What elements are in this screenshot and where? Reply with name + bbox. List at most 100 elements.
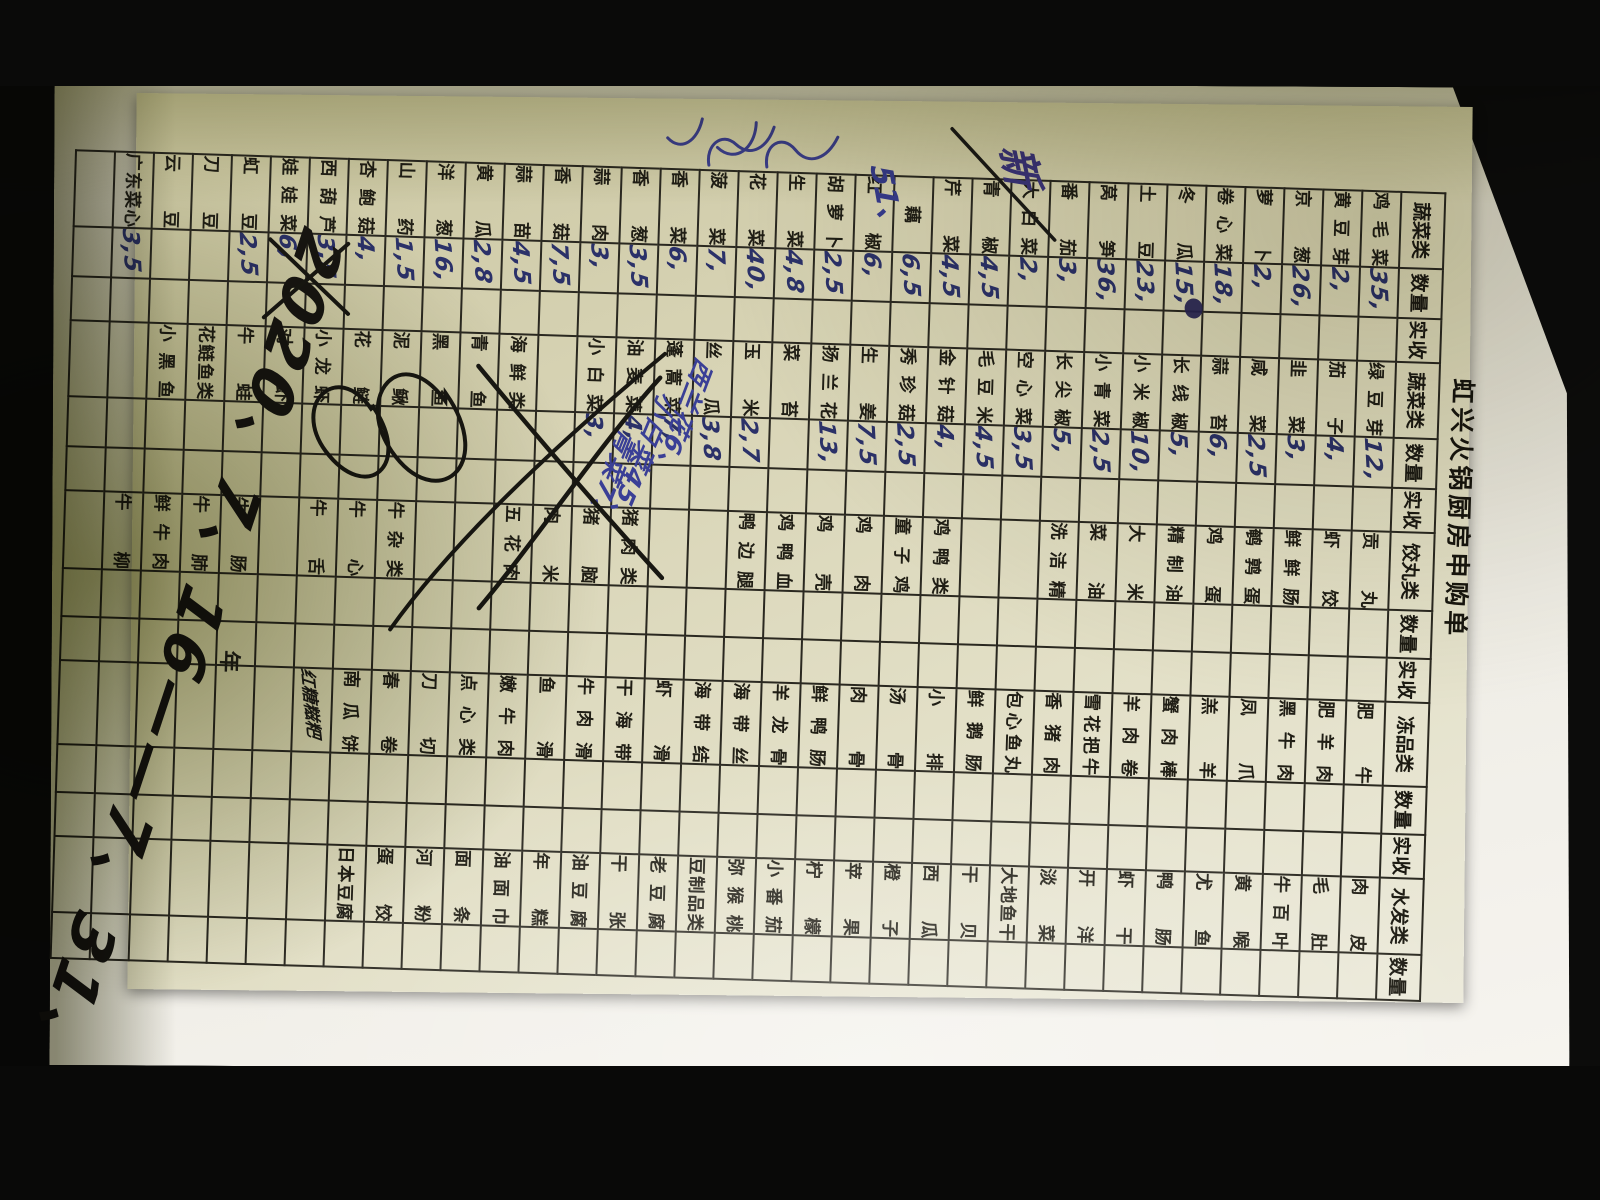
item-cell: 牛杂类 <box>374 499 417 580</box>
received-cell <box>639 810 680 856</box>
item-cell: 虹豆 <box>229 155 271 233</box>
quantity-cell <box>1220 948 1261 996</box>
received-cell <box>1195 481 1237 527</box>
item-label: 蒜苔 <box>1206 356 1230 432</box>
quantity-value: 3, <box>580 412 608 443</box>
item-cell: 刀豆 <box>190 153 232 232</box>
item-label: 绿豆芽 <box>1362 361 1386 437</box>
received-cell <box>922 473 964 519</box>
received-cell <box>538 290 579 337</box>
quantity-cell <box>211 748 253 799</box>
received-cell <box>951 820 992 866</box>
quantity-value: 16, <box>429 237 458 285</box>
item-label: 虾饺 <box>1318 530 1341 608</box>
quantity-cell: 40, <box>734 247 776 299</box>
quantity-cell <box>150 228 191 280</box>
quantity-cell <box>534 410 576 463</box>
item-label: 生姜 <box>855 345 879 421</box>
item-label: 秀珍菇 <box>894 347 918 422</box>
quantity-cell <box>1181 947 1222 995</box>
quantity-cell <box>796 767 837 817</box>
item-label: 肥牛 <box>1351 701 1375 785</box>
ink-blot <box>1184 298 1203 319</box>
quantity-cell <box>679 763 721 813</box>
received-cell <box>109 277 151 323</box>
item-label: 嫩牛肉 <box>494 674 517 758</box>
received-cell <box>405 802 446 849</box>
item-cell: 香猪肉 <box>1031 690 1074 776</box>
column-header: 实收 <box>1385 657 1431 704</box>
received-cell <box>1346 656 1387 702</box>
item-label: 牛百叶 <box>1268 875 1291 950</box>
purchase-form-document: 虹兴火锅厨房申购单 蔬菜类 数量 实收 蔬菜类 数量 实收 饺丸类 数量 实收 冻品类 数量 实收 水发… <box>14 98 1500 1089</box>
item-cell: 鲜鹅肠 <box>953 688 996 774</box>
item-cell: 干张 <box>597 853 640 931</box>
item-cell: 日本豆腐 <box>324 844 367 922</box>
item-cell: 韭菜 <box>1276 358 1319 436</box>
quantity-value: 4,5 <box>974 254 1004 302</box>
item-cell: 海鲜类 <box>497 333 539 411</box>
item-label: 鸡壳 <box>811 514 834 592</box>
quantity-cell <box>401 922 442 971</box>
item-label: 老豆腐 <box>644 855 668 931</box>
received-cell <box>70 276 112 322</box>
received-cell <box>1156 480 1198 526</box>
received-cell <box>805 469 847 515</box>
item-cell: 牛心 <box>335 498 378 578</box>
received-cell <box>566 631 608 678</box>
item-label: 鲜牛肉 <box>148 493 172 571</box>
quantity-cell <box>66 396 108 448</box>
item-cell: 开洋 <box>1065 867 1107 945</box>
item-cell: 干贝 <box>948 864 991 942</box>
item-label: 广东菜心 <box>120 152 143 228</box>
item-label: 香菇 <box>549 166 572 241</box>
item-label: 鲜鲜肠 <box>1279 529 1302 606</box>
item-cell: 点心类 <box>447 672 489 758</box>
item-cell: 牛柳 <box>101 491 144 571</box>
item-label: 小青菜 <box>1089 353 1113 428</box>
quantity-cell <box>1269 606 1311 656</box>
received-cell <box>1229 652 1270 699</box>
received-cell <box>1223 828 1265 874</box>
received-cell <box>1301 831 1343 877</box>
received-cell <box>1045 306 1086 353</box>
item-cell: 卷心菜 <box>1204 185 1246 263</box>
item-cell: 绿豆芽 <box>1354 360 1397 438</box>
received-cell <box>187 279 229 326</box>
item-cell: 蟹肉棒 <box>1148 694 1191 780</box>
item-cell: 小青菜 <box>1081 352 1124 430</box>
quantity-cell <box>757 766 799 816</box>
quantity-value: 3, <box>585 242 614 273</box>
item-label: 青椒 <box>978 179 1001 255</box>
item-label: 山药 <box>393 161 416 236</box>
item-label: 长尖椒 <box>1050 352 1074 427</box>
quantity-cell <box>445 756 487 806</box>
quantity-cell <box>417 407 459 459</box>
received-cell <box>850 300 891 346</box>
item-cell: 红糖糍粑 <box>291 667 333 753</box>
item-cell: 鱼滑 <box>525 674 567 760</box>
quantity-cell <box>1342 784 1383 834</box>
item-label: 童子鸡 <box>889 517 912 594</box>
received-cell <box>421 287 462 333</box>
item-cell: 毛肚 <box>1299 875 1341 953</box>
quantity-cell: 12, <box>1353 436 1394 488</box>
quantity-cell <box>55 743 97 794</box>
item-label: 莴笋 <box>1095 183 1118 258</box>
quantity-cell <box>490 581 531 631</box>
received-cell <box>878 641 919 687</box>
item-label: 年糕 <box>527 851 551 927</box>
item-label: 尤鱼 <box>1190 872 1213 948</box>
item-label: 大地鱼干 <box>995 866 1018 942</box>
received-cell <box>104 447 145 493</box>
item-label: 扬兰花 <box>816 344 840 420</box>
quantity-cell <box>1147 778 1188 828</box>
quantity-value: 36, <box>1091 258 1121 306</box>
item-cell: 大白菜 <box>1009 179 1051 257</box>
item-label: 弥猴桃 <box>722 858 746 933</box>
quantity-cell <box>189 229 230 282</box>
quantity-cell: 13, <box>807 419 848 471</box>
quantity-value: 2, <box>1248 262 1276 294</box>
item-cell: 肉皮 <box>1338 876 1380 954</box>
item-cell: 尤鱼 <box>1182 871 1224 949</box>
